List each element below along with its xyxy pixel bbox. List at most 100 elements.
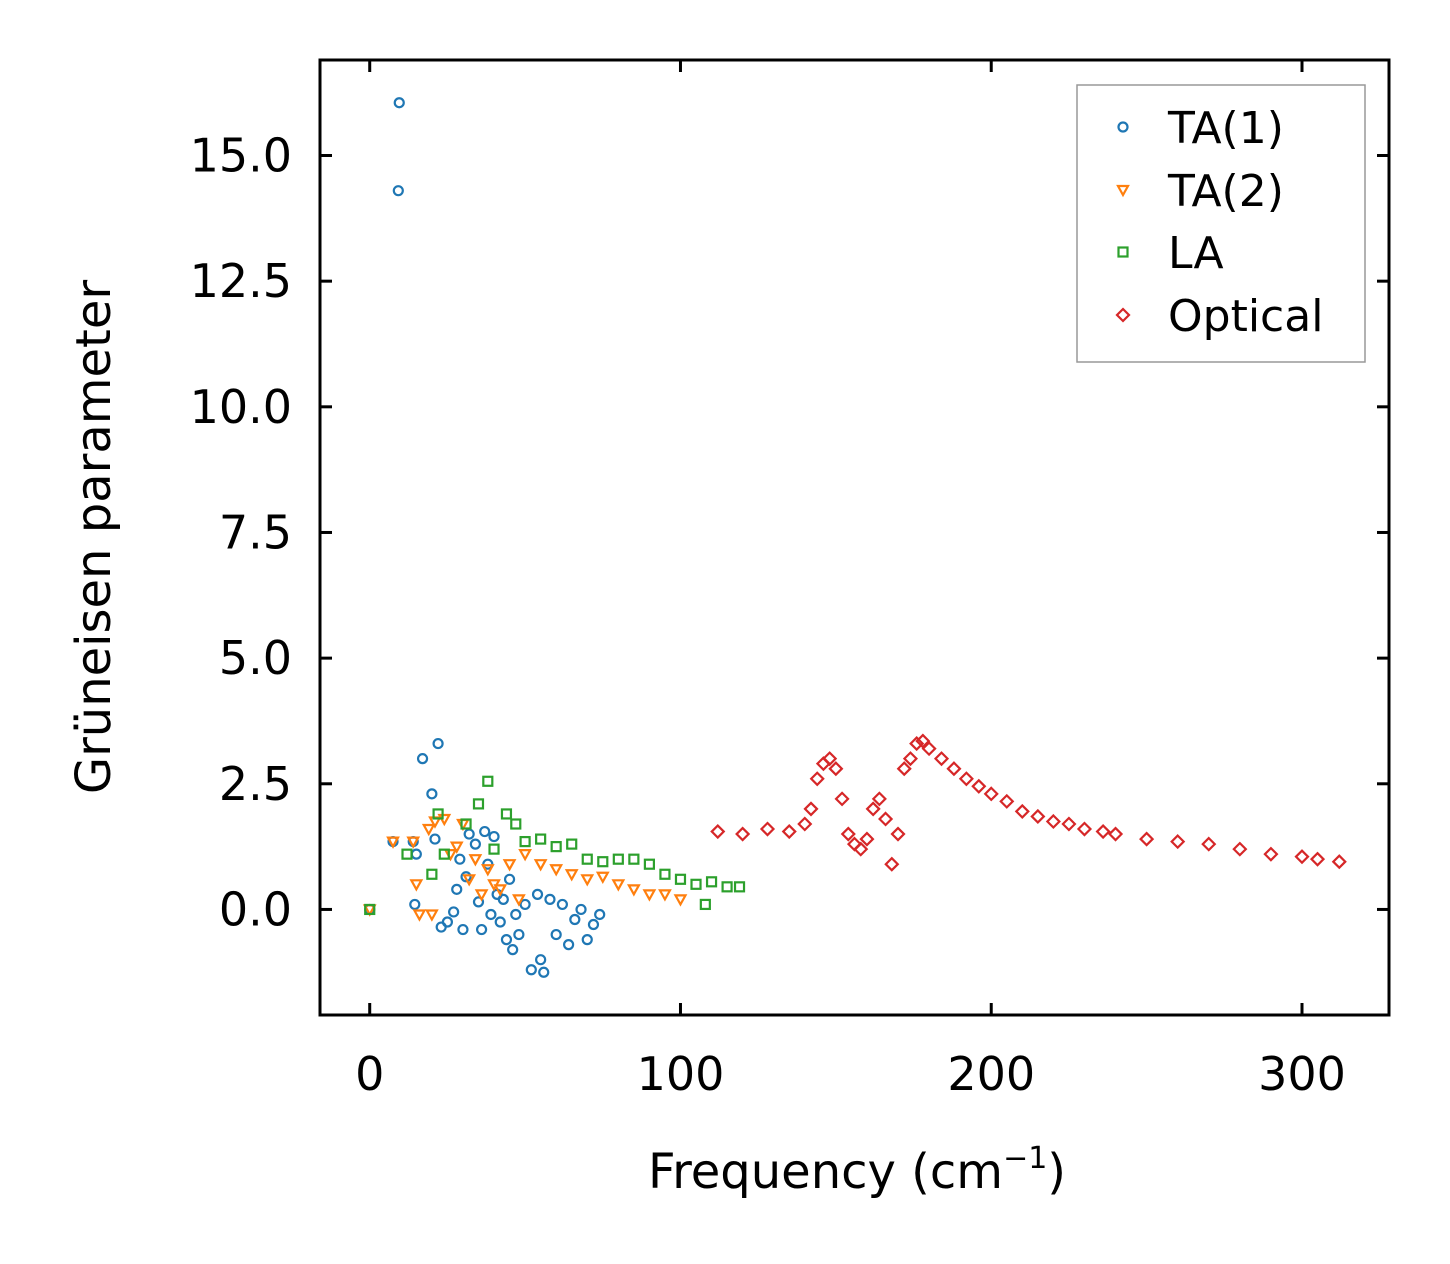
point-ta1	[494, 916, 506, 928]
y-tick-label: 15.0	[190, 129, 292, 183]
axis-ticks: 0 100 200 300 0.0 2.5 5.0 7.5 10.0 12.5 15.0	[190, 60, 1389, 1101]
y-axis-label: Grüneisen parameter	[66, 280, 122, 795]
point-optical	[797, 816, 813, 832]
point-optical	[1201, 836, 1217, 852]
point-ta1	[426, 788, 438, 800]
point-optical	[1107, 826, 1124, 842]
point-ta2	[421, 823, 436, 837]
point-ta1	[587, 918, 600, 931]
point-ta1	[457, 923, 469, 936]
point-optical	[1170, 834, 1186, 850]
point-ta1	[500, 934, 513, 946]
point-la	[690, 878, 702, 890]
point-optical	[933, 751, 950, 767]
point-optical	[915, 733, 931, 749]
point-optical	[1309, 851, 1326, 867]
point-ta2	[386, 836, 400, 849]
point-ta1	[594, 908, 606, 921]
point-optical	[946, 761, 962, 777]
point-optical	[759, 821, 776, 837]
point-ta1	[503, 873, 516, 885]
point-ta1	[538, 966, 550, 978]
point-optical	[710, 823, 726, 840]
point-optical	[1061, 816, 1077, 832]
point-la	[472, 798, 485, 810]
point-la	[519, 835, 531, 848]
point-ta1	[441, 916, 454, 928]
point-ta1	[556, 898, 568, 911]
point-la	[566, 838, 578, 850]
point-ta1	[448, 906, 460, 918]
y-tick-label: 2.5	[219, 757, 292, 811]
point-optical	[1030, 808, 1046, 825]
x-tick-label: 300	[1258, 1047, 1346, 1101]
point-ta2	[626, 884, 641, 897]
point-la	[674, 873, 687, 885]
point-ta1	[550, 928, 562, 941]
y-tick-label: 10.0	[190, 380, 292, 434]
point-ta1	[409, 898, 421, 911]
point-la	[733, 881, 746, 893]
point-ta1	[507, 944, 519, 956]
point-ta2	[502, 859, 517, 872]
point-ta1	[519, 898, 531, 911]
point-ta2	[449, 841, 464, 854]
point-ta1	[510, 908, 522, 921]
x-tick-label: 100	[637, 1047, 725, 1101]
x-axis-label-close: )	[1047, 1144, 1066, 1200]
x-axis-label: Frequency (cm−1)	[648, 1141, 1066, 1200]
legend-label-ta2: TA(2)	[1167, 166, 1284, 217]
point-la	[482, 775, 494, 787]
point-ta2	[642, 889, 657, 902]
point-optical	[1331, 854, 1347, 870]
y-tick-label: 12.5	[190, 254, 292, 308]
point-optical	[884, 856, 900, 872]
point-ta1	[460, 871, 472, 883]
point-ta1	[429, 833, 441, 845]
point-ta2	[480, 864, 495, 877]
point-ta1	[575, 903, 587, 916]
point-ta1	[469, 838, 481, 850]
point-ta2	[412, 909, 427, 922]
point-ta1	[432, 737, 444, 750]
plot-frame	[318, 58, 1391, 1017]
legend-marker-la	[1117, 246, 1129, 258]
point-optical	[859, 831, 875, 847]
legend-markers	[1115, 121, 1131, 323]
point-ta1	[416, 753, 429, 765]
point-la	[659, 868, 671, 880]
x-axis-label-exponent: −1	[1003, 1141, 1047, 1176]
point-optical	[1045, 813, 1061, 830]
point-ta1	[544, 893, 556, 905]
legend-label-optical: Optical	[1168, 291, 1323, 342]
point-optical	[983, 786, 999, 802]
legend-marker-ta1	[1117, 121, 1129, 133]
point-optical	[781, 823, 797, 840]
point-la	[628, 853, 640, 865]
point-optical	[840, 826, 856, 842]
point-la	[643, 858, 656, 870]
point-ta1	[513, 928, 525, 941]
y-tick-label: 5.0	[219, 631, 292, 685]
point-ta1	[488, 830, 500, 843]
point-ta2	[409, 879, 424, 892]
point-optical	[834, 791, 850, 807]
point-ta1	[475, 923, 488, 936]
point-optical	[809, 771, 825, 787]
point-la	[460, 818, 472, 830]
point-ta2	[580, 874, 595, 887]
point-optical	[1014, 803, 1030, 819]
point-la	[401, 848, 413, 860]
point-optical	[971, 778, 987, 794]
point-optical	[1294, 849, 1310, 865]
point-ta2	[533, 859, 548, 872]
point-la	[426, 868, 438, 880]
point-la	[535, 833, 547, 845]
point-optical	[865, 801, 881, 817]
point-ta2	[512, 894, 526, 907]
point-optical	[1139, 831, 1155, 847]
point-ta1	[581, 934, 593, 946]
x-tick-label: 0	[355, 1047, 384, 1101]
legend-marker-ta2	[1116, 184, 1130, 198]
point-la	[581, 853, 593, 865]
